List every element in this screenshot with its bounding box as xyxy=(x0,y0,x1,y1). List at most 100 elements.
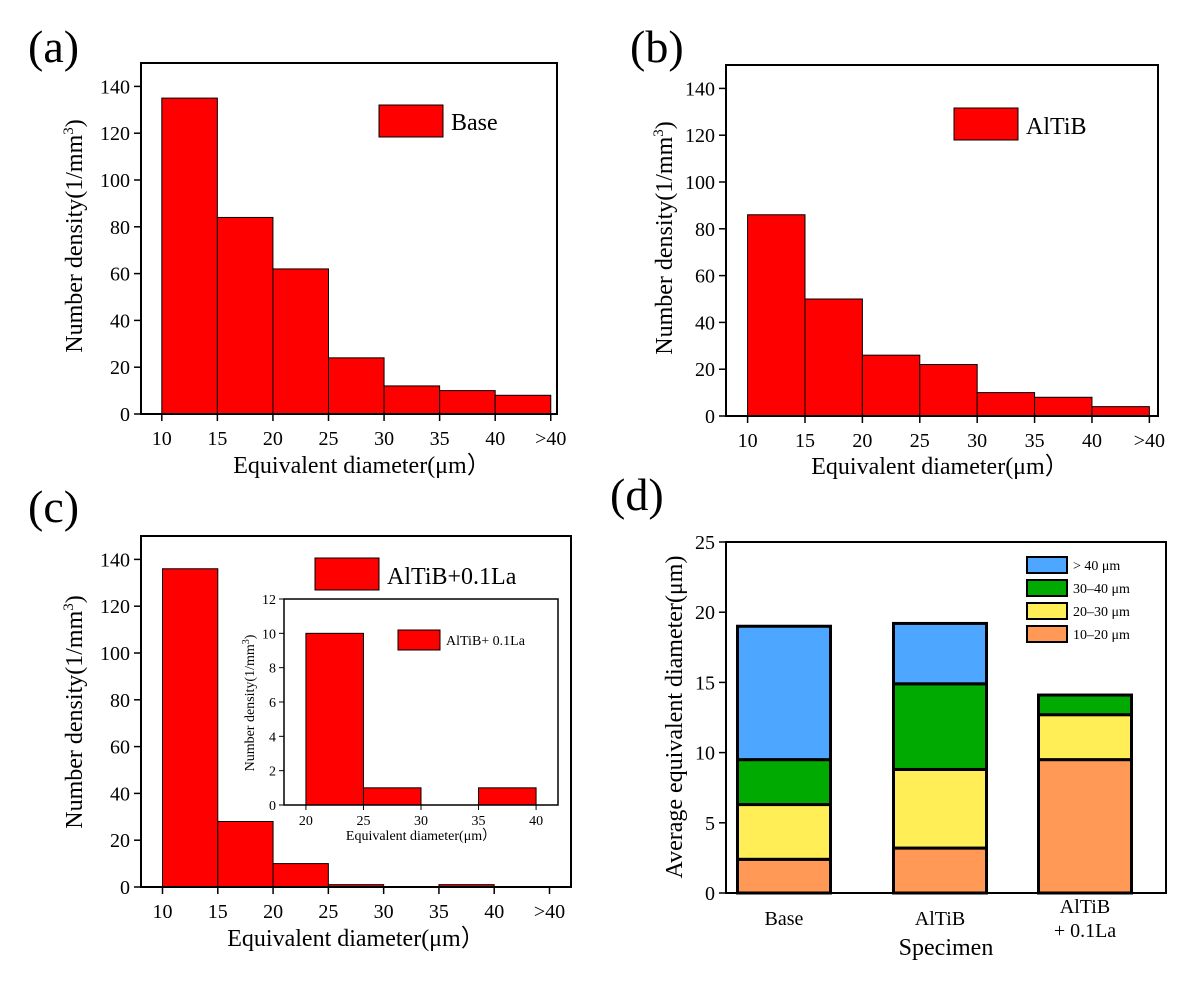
bar-a-2 xyxy=(216,216,274,415)
inset-bar-4 xyxy=(478,787,537,806)
bar-c-2 xyxy=(217,820,274,888)
x-tick-label-b-1: 15 xyxy=(795,430,815,452)
stacked-bars-d xyxy=(736,621,1133,895)
x-tick-label-d-1: Base xyxy=(765,908,804,930)
legend-label-d-3: 20–30 μm xyxy=(1073,605,1130,620)
x-tick-label-c-3: 25 xyxy=(318,901,338,923)
bar-a-6 xyxy=(439,390,496,415)
x-tick-label-c-7: >40 xyxy=(534,901,565,923)
x-tick-label-c-5: 35 xyxy=(429,901,449,923)
y-tick-label-c-4: 80 xyxy=(110,690,130,712)
legend-label-b: AlTiB xyxy=(1026,114,1087,140)
y-tick-label-b-4: 80 xyxy=(695,219,715,241)
legend-swatch-b xyxy=(953,107,1019,141)
y-tick-label-d-3: 15 xyxy=(695,672,715,694)
bar-b-4 xyxy=(919,364,978,417)
y-axis-title-c: Number density(1/mm3) xyxy=(61,595,88,828)
x-tick-label-d-3: AlTiB + 0.1La xyxy=(1054,896,1116,942)
bar-a-3 xyxy=(272,268,329,415)
legend-swatch-d-1 xyxy=(1026,556,1068,574)
inset-y-tick-label-6: 12 xyxy=(262,593,276,608)
x-tick-label-b-7: >40 xyxy=(1134,430,1165,452)
y-tick-label-a-5: 100 xyxy=(100,170,130,192)
y-tick-label-a-6: 120 xyxy=(100,123,130,145)
y-tick-label-b-2: 40 xyxy=(695,312,715,334)
bars-a xyxy=(161,97,552,415)
x-ticks-d: Base AlTiB AlTiB + 0.1La xyxy=(765,896,1117,942)
y-tick-label-c-0: 0 xyxy=(120,877,130,899)
y-tick-label-d-0: 0 xyxy=(705,883,715,905)
bar-b-2 xyxy=(804,298,863,417)
panel-label-d: (d) xyxy=(610,469,664,520)
y-tick-label-c-3: 60 xyxy=(110,737,130,759)
bar-c-1 xyxy=(162,568,219,888)
inset-x-tick-label-4: 40 xyxy=(529,814,543,829)
x-tick-label-a-3: 25 xyxy=(318,428,338,450)
x-tick-label-a-4: 30 xyxy=(374,428,394,450)
inset-y-axis-title: Number density(1/mm3) xyxy=(241,634,258,771)
y-tick-label-a-7: 140 xyxy=(100,76,130,98)
inset-legend-swatch xyxy=(397,629,441,651)
plot-frame-a xyxy=(140,62,558,415)
bar-a-5 xyxy=(383,385,441,415)
y-ticks-a: 0 20 40 60 80 100 120 140 xyxy=(100,76,141,426)
bar-b-7 xyxy=(1091,406,1150,417)
y-tick-label-b-0: 0 xyxy=(705,406,715,428)
legend-label-d-1: > 40 μm xyxy=(1073,559,1120,574)
y-tick-label-c-2: 40 xyxy=(110,783,130,805)
y-axis-title-b: Number density(1/mm3) xyxy=(651,121,678,354)
bar-a-4 xyxy=(327,357,385,415)
x-tick-label-c-4: 30 xyxy=(374,901,394,923)
x-tick-label-a-7: >40 xyxy=(535,428,566,450)
plot-frame-d xyxy=(725,541,1167,894)
inset-x-tick-label-2: 30 xyxy=(414,814,428,829)
stack-segment-3-2 xyxy=(1037,713,1133,762)
y-tick-label-b-5: 100 xyxy=(685,172,715,194)
legend-swatch-d-2 xyxy=(1026,579,1068,597)
bar-b-5 xyxy=(976,392,1036,417)
x-tick-label-b-4: 30 xyxy=(967,430,987,452)
y-tick-label-a-4: 80 xyxy=(110,217,130,239)
y-tick-label-d-5: 25 xyxy=(695,532,715,554)
x-axis-title-b: Equivalent diameter(μm） xyxy=(811,454,1068,480)
x-axis-title-c: Equivalent diameter(μm） xyxy=(227,926,484,952)
panel-b: (b) 0 20 40 60 80 100 120 140 10 15 20 25 30 35 40 >40… xyxy=(630,21,1165,480)
x-axis-title-d: Specimen xyxy=(899,935,994,961)
panel-d: (d) 0 5 10 15 20 25 Base AlTiB AlTiB + 0.1La Spe… xyxy=(610,469,1167,961)
y-tick-label-d-4: 20 xyxy=(695,602,715,624)
legend-swatch-d-3 xyxy=(1026,602,1068,620)
inset-bars xyxy=(305,632,537,806)
panel-label-b: (b) xyxy=(630,21,684,72)
y-tick-label-c-7: 140 xyxy=(100,549,130,571)
bars-b xyxy=(747,214,1150,417)
legend-label-d-2: 30–40 μm xyxy=(1073,582,1130,597)
y-tick-label-b-1: 20 xyxy=(695,359,715,381)
inset-c: 0 2 4 6 8 10 12 20 25 30 35 40 Equivalent diameter… xyxy=(241,593,559,844)
stack-segment-3-3 xyxy=(1037,693,1133,717)
legend-swatch-c xyxy=(314,557,380,591)
inset-y-tick-label-3: 6 xyxy=(269,696,276,711)
bar-b-1 xyxy=(747,214,806,417)
y-axis-title-a: Number density(1/mm3) xyxy=(61,119,88,352)
x-tick-label-a-0: 10 xyxy=(152,428,172,450)
x-tick-label-b-6: 40 xyxy=(1082,430,1102,452)
x-tick-label-a-6: 40 xyxy=(485,428,505,450)
x-tick-label-c-2: 20 xyxy=(263,901,283,923)
y-ticks-c: 0 20 40 60 80 100 120 140 xyxy=(100,549,141,899)
inset-x-tick-label-3: 35 xyxy=(472,814,486,829)
x-tick-label-c-6: 40 xyxy=(484,901,504,923)
x-ticks-a: 10 15 20 25 30 35 40 >40 xyxy=(152,414,566,450)
inset-y-tick-label-5: 10 xyxy=(262,627,276,642)
y-tick-label-b-3: 60 xyxy=(695,266,715,288)
stack-segment-2-3 xyxy=(892,682,988,771)
inset-bar-1 xyxy=(305,632,364,806)
y-tick-label-c-6: 120 xyxy=(100,596,130,618)
stack-segment-1-4 xyxy=(736,624,832,762)
y-tick-label-a-3: 60 xyxy=(110,264,130,286)
x-tick-label-c-0: 10 xyxy=(153,901,173,923)
stack-segment-2-2 xyxy=(892,767,988,850)
y-ticks-b: 0 20 40 60 80 100 120 140 xyxy=(685,78,726,428)
inset-y-tick-label-4: 8 xyxy=(269,662,276,677)
